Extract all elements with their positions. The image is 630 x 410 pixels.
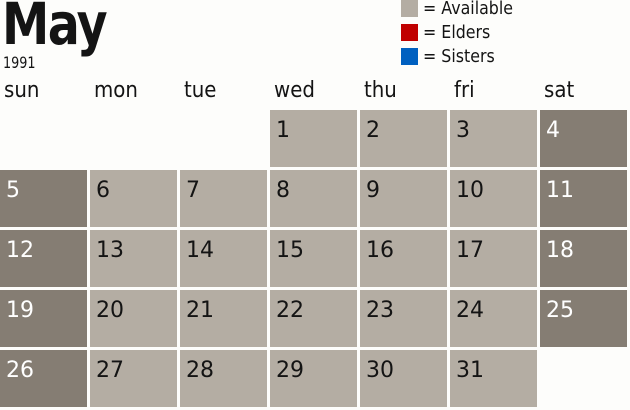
day-cell[interactable]: 11 xyxy=(540,170,627,227)
elders-swatch xyxy=(401,24,418,41)
weekday-header-wed: wed xyxy=(274,78,315,103)
month-title: May xyxy=(2,0,108,58)
day-cell[interactable]: 17 xyxy=(450,230,537,287)
day-number: 25 xyxy=(546,298,574,323)
day-number: 23 xyxy=(366,298,394,323)
day-number: 24 xyxy=(456,298,484,323)
day-number: 16 xyxy=(366,238,394,263)
day-number: 17 xyxy=(456,238,484,263)
weekday-header-sat: sat xyxy=(544,78,575,103)
day-cell[interactable]: 3 xyxy=(450,110,537,167)
day-number: 18 xyxy=(546,238,574,263)
day-cell[interactable]: 8 xyxy=(270,170,357,227)
day-cell[interactable]: 10 xyxy=(450,170,537,227)
day-cell[interactable]: 16 xyxy=(360,230,447,287)
day-number: 7 xyxy=(186,178,200,203)
day-number: 11 xyxy=(546,178,574,203)
day-number: 20 xyxy=(96,298,124,323)
day-cell[interactable]: 20 xyxy=(90,290,177,347)
day-cell[interactable]: 7 xyxy=(180,170,267,227)
day-number: 22 xyxy=(276,298,304,323)
weekday-header-mon: mon xyxy=(94,78,138,103)
day-cell[interactable]: 2 xyxy=(360,110,447,167)
weekday-header-tue: tue xyxy=(184,78,217,103)
available-swatch xyxy=(401,0,418,17)
day-number: 6 xyxy=(96,178,110,203)
day-cell[interactable]: 1 xyxy=(270,110,357,167)
day-number: 12 xyxy=(6,238,34,263)
day-cell[interactable]: 23 xyxy=(360,290,447,347)
day-cell[interactable]: 9 xyxy=(360,170,447,227)
day-cell[interactable]: 27 xyxy=(90,350,177,407)
day-number: 8 xyxy=(276,178,290,203)
day-cell[interactable]: 25 xyxy=(540,290,627,347)
day-cell[interactable]: 21 xyxy=(180,290,267,347)
day-number: 3 xyxy=(456,118,470,143)
day-cell[interactable]: 4 xyxy=(540,110,627,167)
weekday-header-thu: thu xyxy=(364,78,397,103)
day-number: 29 xyxy=(276,358,304,383)
day-cell[interactable]: 28 xyxy=(180,350,267,407)
day-number: 13 xyxy=(96,238,124,263)
day-number: 10 xyxy=(456,178,484,203)
day-cell[interactable]: 19 xyxy=(0,290,87,347)
day-cell[interactable]: 31 xyxy=(450,350,537,407)
weekday-header-sun: sun xyxy=(4,78,40,103)
day-cell[interactable]: 30 xyxy=(360,350,447,407)
day-number: 14 xyxy=(186,238,214,263)
day-cell[interactable]: 13 xyxy=(90,230,177,287)
day-number: 4 xyxy=(546,118,560,143)
day-number: 15 xyxy=(276,238,304,263)
day-cell[interactable]: 15 xyxy=(270,230,357,287)
day-number: 9 xyxy=(366,178,380,203)
day-number: 26 xyxy=(6,358,34,383)
day-cell[interactable]: 24 xyxy=(450,290,537,347)
sisters-swatch xyxy=(401,48,418,65)
day-cell[interactable]: 5 xyxy=(0,170,87,227)
day-cell[interactable]: 12 xyxy=(0,230,87,287)
year-label: 1991 xyxy=(3,53,36,72)
day-number: 30 xyxy=(366,358,394,383)
legend-label: = Available xyxy=(423,0,514,19)
day-cell[interactable]: 29 xyxy=(270,350,357,407)
day-number: 5 xyxy=(6,178,20,203)
day-number: 28 xyxy=(186,358,214,383)
day-number: 27 xyxy=(96,358,124,383)
day-number: 31 xyxy=(456,358,484,383)
weekday-header-fri: fri xyxy=(454,78,475,103)
day-cell[interactable]: 26 xyxy=(0,350,87,407)
day-number: 1 xyxy=(276,118,290,143)
day-cell[interactable]: 14 xyxy=(180,230,267,287)
legend-label: = Sisters xyxy=(423,46,495,67)
day-cell[interactable]: 6 xyxy=(90,170,177,227)
day-cell[interactable]: 18 xyxy=(540,230,627,287)
day-number: 21 xyxy=(186,298,214,323)
day-number: 2 xyxy=(366,118,380,143)
day-cell[interactable]: 22 xyxy=(270,290,357,347)
day-number: 19 xyxy=(6,298,34,323)
legend-label: = Elders xyxy=(423,22,491,43)
